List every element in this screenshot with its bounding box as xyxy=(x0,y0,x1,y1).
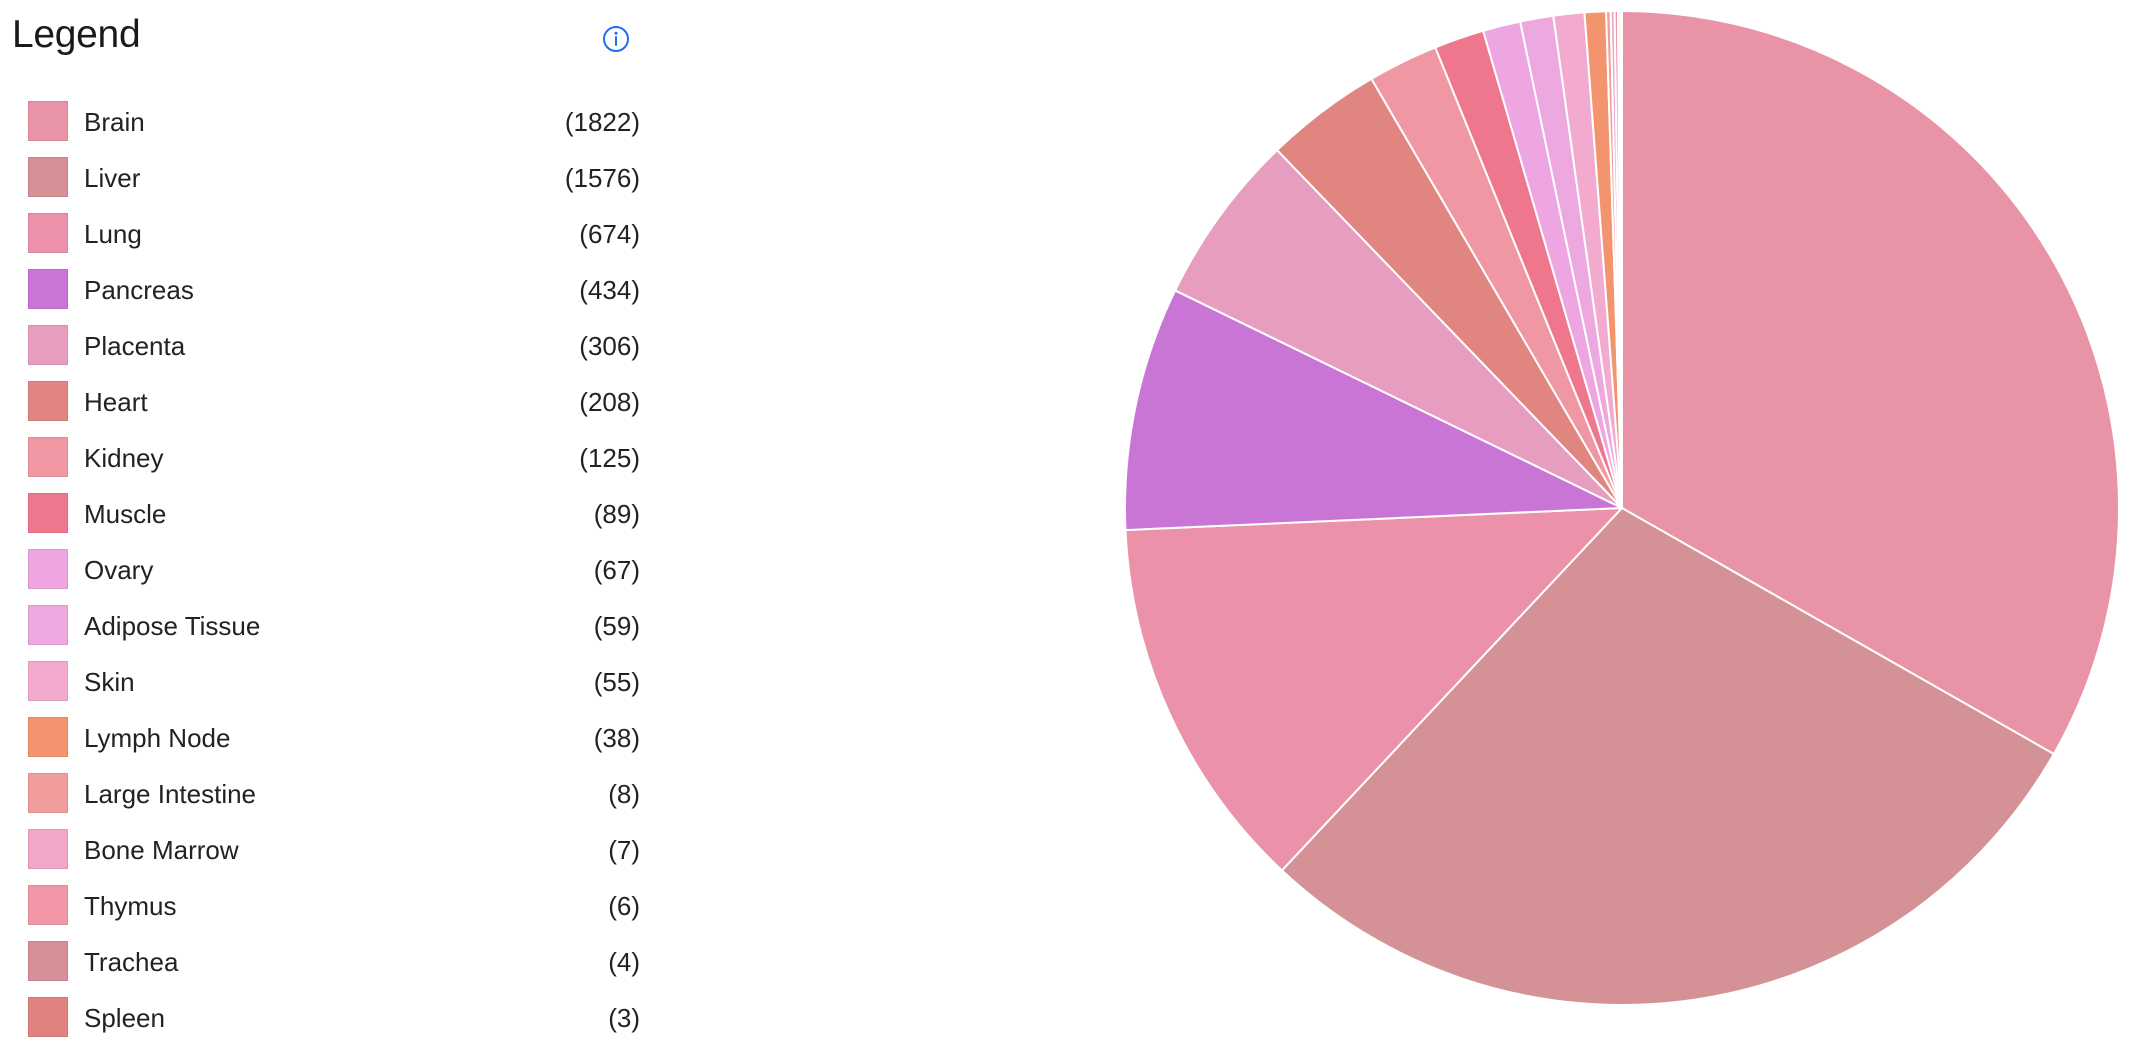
legend-swatch xyxy=(28,773,68,813)
legend-count: (7) xyxy=(608,835,640,865)
legend-item[interactable]: Ovary (67) xyxy=(12,542,640,598)
legend-label: Placenta xyxy=(84,331,186,361)
pie-slice-brain[interactable] xyxy=(1621,10,2120,756)
legend-panel: Legend Brain (1822) Liver (1576) Lung (674) Pa… xyxy=(12,6,640,1046)
legend-item[interactable]: Brain (1822) xyxy=(12,94,640,150)
legend-item[interactable]: Large Intestine (8) xyxy=(12,766,640,822)
legend-swatch xyxy=(28,941,68,981)
pie-slice-lung[interactable] xyxy=(1124,507,1623,872)
legend-count: (208) xyxy=(579,387,640,417)
legend-label: Thymus xyxy=(84,891,177,921)
legend-count: (67) xyxy=(593,555,640,585)
legend-count: (125) xyxy=(579,443,640,473)
legend-label: Pancreas xyxy=(84,275,194,305)
legend-item[interactable]: Thymus (6) xyxy=(12,878,640,934)
legend-swatch xyxy=(28,269,68,309)
info-icon-circle xyxy=(603,26,629,52)
legend-count: (59) xyxy=(593,611,640,641)
pie-slice-placenta[interactable] xyxy=(1174,149,1623,509)
legend-item[interactable]: Lymph Node (38) xyxy=(12,710,640,766)
legend-item[interactable]: Skin (55) xyxy=(12,654,640,710)
pie-slice-spleen[interactable] xyxy=(1619,10,1623,509)
legend-item[interactable]: Lung (674) xyxy=(12,206,640,262)
pie-chart-svg xyxy=(1124,10,2120,1006)
info-icon[interactable] xyxy=(602,25,630,53)
legend-swatch xyxy=(28,885,68,925)
legend-label: Spleen xyxy=(84,1003,165,1033)
info-icon-dot xyxy=(614,31,618,35)
legend-label: Lung xyxy=(84,219,142,249)
legend-label: Brain xyxy=(84,107,145,137)
legend-label: Trachea xyxy=(84,947,179,977)
legend-swatch xyxy=(28,661,68,701)
legend-item[interactable]: Placenta (306) xyxy=(12,318,640,374)
legend-item[interactable]: Spleen (3) xyxy=(12,990,640,1046)
legend-label: Skin xyxy=(84,667,135,697)
legend-swatch xyxy=(28,997,68,1037)
legend-count: (6) xyxy=(608,891,640,921)
legend-item[interactable]: Adipose Tissue (59) xyxy=(12,598,640,654)
legend-count: (306) xyxy=(579,331,640,361)
legend-count: (1822) xyxy=(564,107,640,137)
legend-swatch xyxy=(28,213,68,253)
legend-label: Kidney xyxy=(84,443,164,473)
legend-label: Liver xyxy=(84,163,141,193)
legend-item[interactable]: Kidney (125) xyxy=(12,430,640,486)
legend-item[interactable]: Bone Marrow (7) xyxy=(12,822,640,878)
legend-count: (89) xyxy=(593,499,640,529)
legend-label: Bone Marrow xyxy=(84,835,239,865)
legend-count: (674) xyxy=(579,219,640,249)
legend-item[interactable]: Trachea (4) xyxy=(12,934,640,990)
legend-label: Ovary xyxy=(84,555,154,585)
legend-swatch xyxy=(28,325,68,365)
legend-label: Adipose Tissue xyxy=(84,611,261,641)
legend-swatch xyxy=(28,829,68,869)
legend-label: Large Intestine xyxy=(84,779,257,809)
legend-count: (38) xyxy=(593,723,640,753)
pie-chart xyxy=(1120,6,2125,1016)
legend-swatch xyxy=(28,101,68,141)
legend-swatch xyxy=(28,437,68,477)
legend-label: Lymph Node xyxy=(84,723,231,753)
legend-count: (3) xyxy=(608,1003,640,1033)
pie-slice-pancreas[interactable] xyxy=(1124,289,1623,532)
legend-count: (1576) xyxy=(564,163,640,193)
legend-swatch xyxy=(28,605,68,645)
legend-swatch xyxy=(28,493,68,533)
pie-slice-liver[interactable] xyxy=(1280,507,2055,1006)
legend-swatch xyxy=(28,381,68,421)
legend-label: Heart xyxy=(84,387,148,417)
legend-swatch xyxy=(28,549,68,589)
legend-item[interactable]: Liver (1576) xyxy=(12,150,640,206)
legend-list: Brain (1822) Liver (1576) Lung (674) Pancreas (… xyxy=(12,94,640,1046)
legend-count: (8) xyxy=(608,779,640,809)
legend-item[interactable]: Muscle (89) xyxy=(12,486,640,542)
legend-swatch xyxy=(28,157,68,197)
legend-label: Muscle xyxy=(84,499,167,529)
legend-item[interactable]: Heart (208) xyxy=(12,374,640,430)
legend-count: (434) xyxy=(579,275,640,305)
legend-item[interactable]: Pancreas (434) xyxy=(12,262,640,318)
legend-count: (55) xyxy=(593,667,640,697)
legend-swatch xyxy=(28,717,68,757)
legend-count: (4) xyxy=(608,947,640,977)
legend-title: Legend xyxy=(12,13,141,56)
